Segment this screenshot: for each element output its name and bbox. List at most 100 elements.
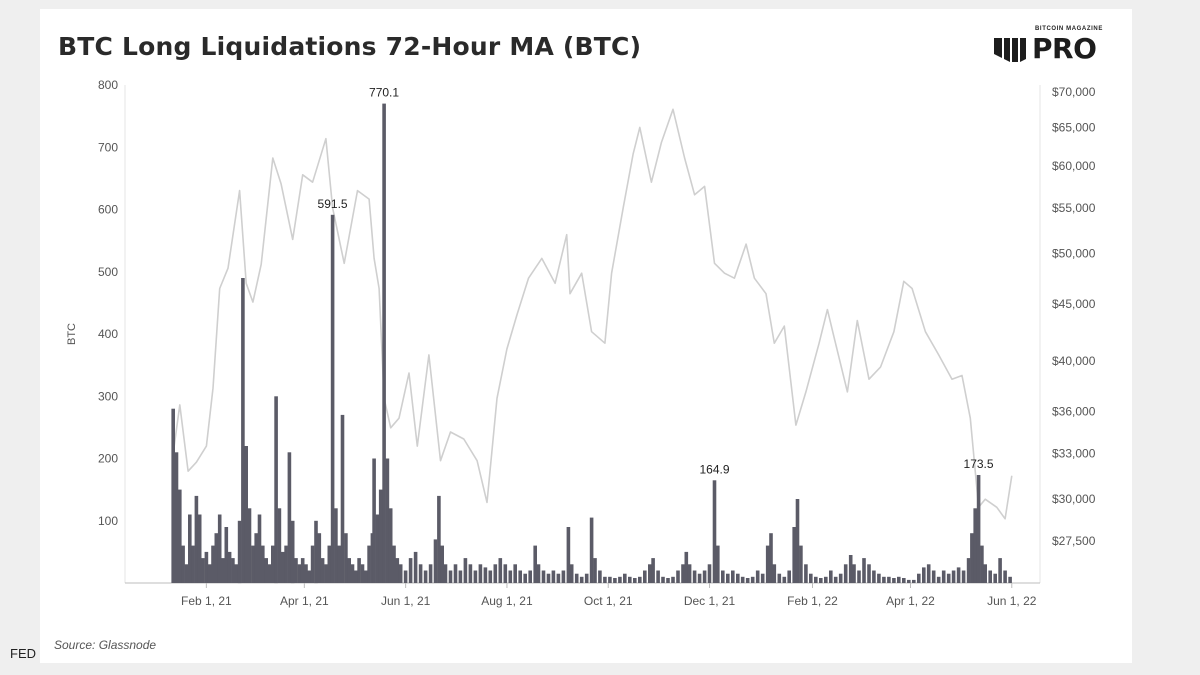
liquidation-bar [443,564,448,583]
liquidation-bar [201,558,205,583]
liquidation-bar [284,545,288,583]
liquidation-bar [337,545,341,583]
liquidation-bar [777,573,782,583]
labels-layer: 800 700 600 500 400 300 200 100 BTC $70,000 $65,00… [66,78,1096,608]
liquidation-bar [661,576,665,583]
liquidation-bar [347,558,351,583]
x-tick-label: Feb 1, 22 [787,594,838,608]
liquidation-bar [310,545,315,583]
y-tick-label: 600 [98,203,118,217]
liquidation-bar [448,570,453,583]
liquidation-bar [973,508,977,583]
data-label: 164.9 [700,462,730,476]
liquidation-bar [290,520,295,584]
liquidation-bar [638,576,642,583]
x-tick-label: Jun 1, 21 [381,594,431,608]
liquidation-bar [327,545,332,583]
liquidation-bar [267,564,272,583]
liquidation-bar [488,570,493,583]
liquidation-bar [809,573,813,583]
liquidation-bar [320,558,325,583]
liquidation-bar [651,558,655,583]
liquidation-bar [795,499,800,583]
liquidation-bar [237,520,242,584]
liquidation-bar [508,570,513,583]
y2-tick-label: $45,000 [1052,297,1096,311]
x-tick-label: Oct 1, 21 [584,594,633,608]
liquidation-bar [294,558,298,583]
liquidation-bar [513,564,517,583]
liquidation-bar [197,514,202,583]
liquidation-bar [692,570,697,583]
liquidation-bar [618,576,622,583]
liquidation-bar [413,551,418,583]
price-series-line [172,108,1013,520]
liquidation-bar [498,558,503,583]
x-tick-label: Aug 1, 21 [481,594,533,608]
liquidation-bar [214,533,219,583]
liquidation-bar [493,564,498,583]
y-tick-label: 500 [98,265,118,279]
liquidation-bar [231,558,235,583]
liquidation-bar [684,551,689,583]
liquidation-bar [398,564,403,583]
liquidation-bar [902,578,906,583]
liquidation-bar [251,545,255,583]
y2-tick-label: $70,000 [1052,85,1096,99]
liquidation-bar [503,564,508,583]
liquidation-bar [623,573,627,583]
liquidation-bar [603,576,607,583]
liquidation-bar [330,214,335,584]
y2-tick-label: $30,000 [1052,492,1096,506]
liquidation-bar [907,579,911,583]
x-tick-label: Jun 1, 22 [987,594,1037,608]
liquidation-bar [941,570,946,583]
liquidation-bar [922,567,926,583]
liquidation-bar [760,573,765,583]
liquidation-bar [314,520,318,584]
liquidation-bar [613,578,617,583]
y-tick-label: 800 [98,78,118,92]
liquidation-bar [191,545,195,583]
liquidation-bar [608,576,612,583]
liquidation-bar [523,573,527,583]
x-tick-label: Dec 1, 21 [684,594,736,608]
liquidation-bar [440,545,444,583]
liquidation-bar [848,555,853,583]
y-tick-label: 400 [98,327,118,341]
liquidation-bar [936,576,941,583]
y2-tick-label: $36,000 [1052,405,1096,419]
liquidation-bar [681,564,685,583]
liquidation-bar [926,564,931,583]
liquidation-bar [468,564,473,583]
liquidation-bar [697,573,702,583]
x-tick-label: Apr 1, 21 [280,594,329,608]
liquidation-bar [951,570,956,583]
liquidation-bar [264,558,268,583]
liquidation-bar [716,545,720,583]
liquidation-bar [204,551,209,583]
chart-card [40,9,1132,663]
liquidation-bar [211,545,215,583]
liquidation-bar [244,446,248,583]
liquidation-bar [297,564,302,583]
liquidation-bar [551,570,556,583]
liquidation-bar [247,508,252,583]
liquidation-bar [403,570,408,583]
y-tick-label: 100 [98,514,118,528]
liquidation-bar [819,578,823,583]
liquidation-bar [533,545,537,583]
liquidation-bar [745,578,750,583]
liquidation-bar [970,533,974,583]
liquidation-bar [833,576,838,583]
liquidation-bar [1008,576,1012,583]
liquidation-bar [281,551,285,583]
liquidation-bar [257,514,262,583]
y-tick-label: 200 [98,452,118,466]
y-axis-label: BTC [66,323,78,345]
liquidation-bar [385,458,390,583]
liquidation-bar [857,570,861,583]
liquidation-bar [364,570,368,583]
liquidation-bar [566,527,571,583]
